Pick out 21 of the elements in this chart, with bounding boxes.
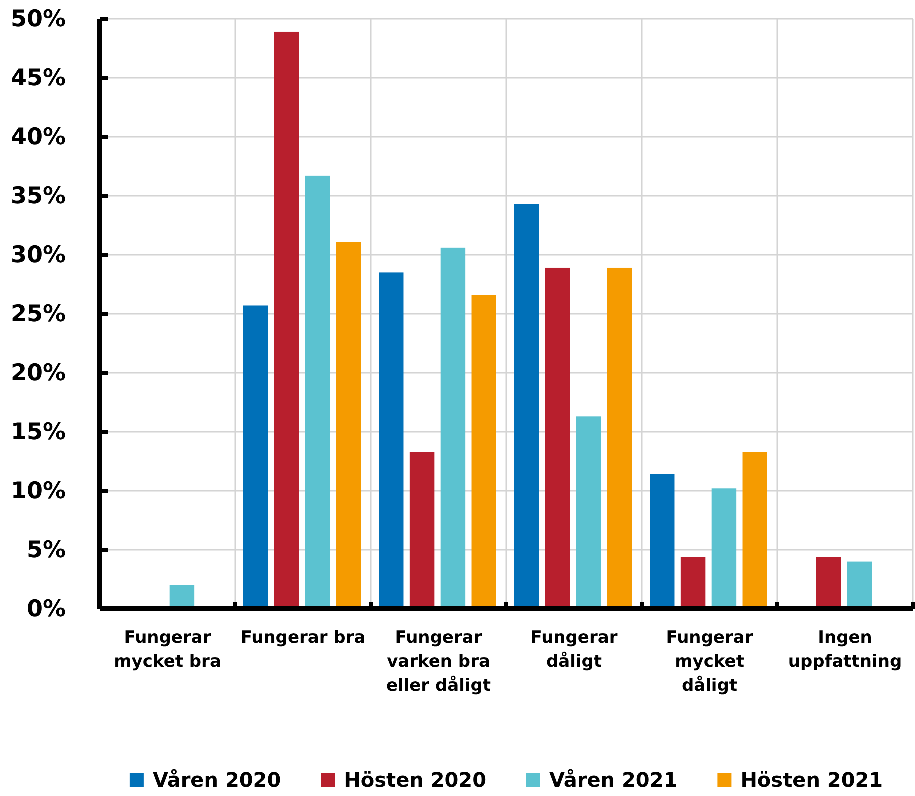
y-tick-label: 35%	[10, 183, 66, 210]
y-tick-label: 30%	[10, 242, 66, 268]
x-tick-label: Fungerar varken bra eller dåligt	[386, 628, 492, 696]
y-tick-label: 10%	[10, 478, 66, 504]
x-tick-label: Fungerar dåligt	[530, 628, 618, 672]
y-tick-label: 0%	[26, 596, 66, 622]
x-tick-label: Fungerar mycket bra	[114, 628, 222, 672]
y-tick-label: 45%	[10, 65, 66, 92]
legend-label: Hösten 2020	[344, 768, 486, 792]
y-tick-label: 25%	[10, 301, 66, 328]
y-tick-label: 15%	[10, 419, 66, 446]
x-tick-label: Fungerar bra	[240, 628, 366, 648]
y-tick-label: 50%	[10, 6, 66, 32]
legend-label: Hösten 2021	[740, 768, 884, 792]
y-tick-label: 5%	[26, 537, 66, 564]
x-tick-label: Ingen uppfattning	[788, 628, 902, 672]
x-tick-label: Fungerar mycket dåligt	[666, 628, 754, 696]
legend-label: Våren 2020	[152, 768, 282, 792]
y-tick-label: 20%	[10, 360, 66, 386]
legend-label: Våren 2021	[550, 768, 678, 792]
y-tick-label: 40%	[10, 124, 66, 150]
